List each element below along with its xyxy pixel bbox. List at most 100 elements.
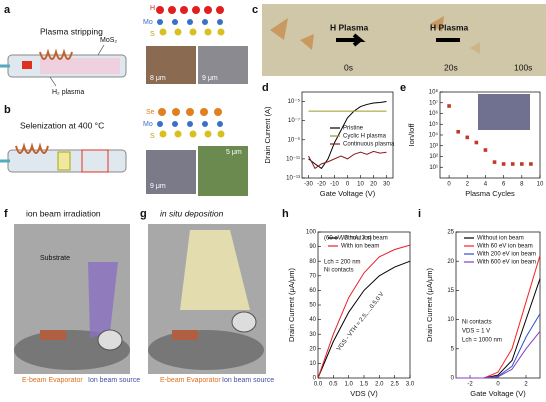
y-tick-label: 15: [447, 288, 454, 294]
chamber: [14, 224, 130, 374]
panel-title: Selenization at 400 °C: [20, 120, 104, 130]
x-axis-label: Gate Voltage (V): [470, 389, 526, 398]
y-tick-label: 0: [313, 376, 317, 382]
panel-label: g: [140, 208, 147, 220]
x-tick-label: -20: [317, 182, 326, 188]
data-point: [529, 162, 533, 166]
y-tick-label: 40: [309, 317, 316, 323]
panel-label: c: [252, 4, 258, 16]
x-tick-label: 10: [357, 182, 364, 188]
panel-label: i: [418, 208, 421, 220]
data-point: [501, 162, 506, 166]
y-tick-label: 25: [447, 230, 454, 236]
x-tick-label: -2: [467, 382, 473, 388]
y-tick-label: 10⁻¹¹: [286, 156, 300, 162]
x-tick-label: 1.0: [344, 382, 353, 388]
y-axis-label: Drain Current (μA/μm): [287, 267, 296, 342]
legend-label: Pristine: [343, 126, 364, 132]
y-tick-label: 10⁻⁷: [288, 117, 300, 124]
label: E-beam Evaporator: [22, 377, 83, 384]
panel-label: b: [4, 104, 11, 116]
label: H Plasma: [330, 22, 369, 32]
label: Mo: [143, 121, 153, 128]
data-line: [308, 150, 387, 170]
y-tick-label: 10³: [429, 143, 438, 149]
panel-label: h: [282, 208, 289, 220]
scale-bar: 9 μm: [202, 75, 218, 82]
chamber: [148, 224, 266, 374]
arrow: [336, 33, 366, 47]
y-tick-label: 10⁻⁵: [288, 98, 301, 105]
x-axis-label: Plasma Cycles: [465, 189, 515, 198]
panel-title: in situ deposition: [160, 208, 224, 218]
inset-image: [478, 94, 530, 130]
x-tick-label: 0: [447, 182, 451, 188]
x-tick-label: -10: [330, 182, 339, 188]
y-tick-label: 10⁵: [429, 121, 439, 128]
y-tick-label: 20: [447, 259, 454, 265]
data-point: [510, 162, 515, 166]
y-tick-label: 10⁴: [429, 132, 439, 139]
y-axis-label: Drain Current (A): [263, 106, 272, 164]
micrograph: [198, 46, 248, 84]
y-axis-label: Ion/Ioff: [407, 123, 416, 147]
data-line: [308, 101, 387, 170]
y-tick-label: 10⁻¹³: [286, 176, 300, 182]
label: Mo: [143, 19, 153, 26]
label: S: [150, 133, 155, 140]
label: MoS₂: [100, 37, 117, 44]
y-tick-label: 10: [309, 361, 316, 367]
label: 100s: [514, 62, 532, 72]
label: H Plasma: [430, 22, 469, 32]
data-point: [474, 140, 479, 145]
panel-label: e: [400, 82, 406, 94]
y-tick-label: 10¹: [429, 165, 438, 171]
y-tick-label: 10⁶: [429, 110, 439, 117]
x-tick-label: 3.0: [406, 382, 415, 388]
legend-label: With 600 eV ion beam: [477, 260, 536, 266]
flakes: [270, 16, 480, 54]
x-tick-label: 0: [496, 382, 500, 388]
y-tick-label: 60: [309, 288, 316, 294]
x-axis-label: Gate Voltage (V): [320, 189, 376, 198]
data-point: [520, 162, 524, 166]
y-tick-label: 5: [451, 346, 455, 352]
scale-bar: 9 μm: [150, 183, 166, 190]
x-tick-label: -30: [304, 182, 313, 188]
x-tick-label: 2.5: [390, 382, 399, 388]
x-tick-label: 30: [383, 182, 390, 188]
x-tick-label: 10: [537, 182, 544, 188]
y-tick-label: 20: [309, 346, 316, 352]
legend-label: Without ion beam: [477, 236, 524, 242]
data-line: [456, 330, 541, 379]
x-tick-label: 0.0: [314, 382, 323, 388]
legend-label: With 200 eV ion beam: [477, 252, 536, 258]
x-tick-label: 4: [484, 182, 488, 188]
label: 20s: [444, 62, 458, 72]
annotation: (60 eV, 3 mA, 3 s): [324, 236, 372, 242]
scale-bar: 8 μm: [150, 75, 166, 82]
annotation: Ni contacts: [324, 268, 354, 274]
micrograph: [146, 46, 196, 84]
y-tick-label: 90: [309, 244, 316, 250]
data-point: [483, 148, 488, 152]
legend-label: Without ion beam: [341, 236, 388, 242]
y-tick-label: 30: [309, 332, 316, 338]
micrograph: [146, 150, 196, 194]
panel-label: f: [4, 208, 8, 220]
y-tick-label: 10⁻⁹: [288, 136, 301, 143]
plasma-tube: [0, 44, 127, 87]
data-point: [447, 104, 451, 108]
label: Ion beam source: [222, 377, 274, 384]
y-tick-label: 10⁸: [429, 89, 439, 96]
legend-label: Continuous plasma: [343, 142, 395, 148]
data-point: [465, 135, 470, 140]
annotation: Ni contacts: [462, 320, 492, 326]
data-line: [317, 260, 411, 379]
legend-label: Cyclic H plasma: [343, 134, 387, 140]
plot-frame: [317, 231, 411, 379]
label: H: [150, 5, 155, 12]
panel-title: ion beam irradiation: [26, 208, 101, 218]
y-tick-label: 10: [447, 317, 454, 323]
label: S: [150, 31, 155, 38]
